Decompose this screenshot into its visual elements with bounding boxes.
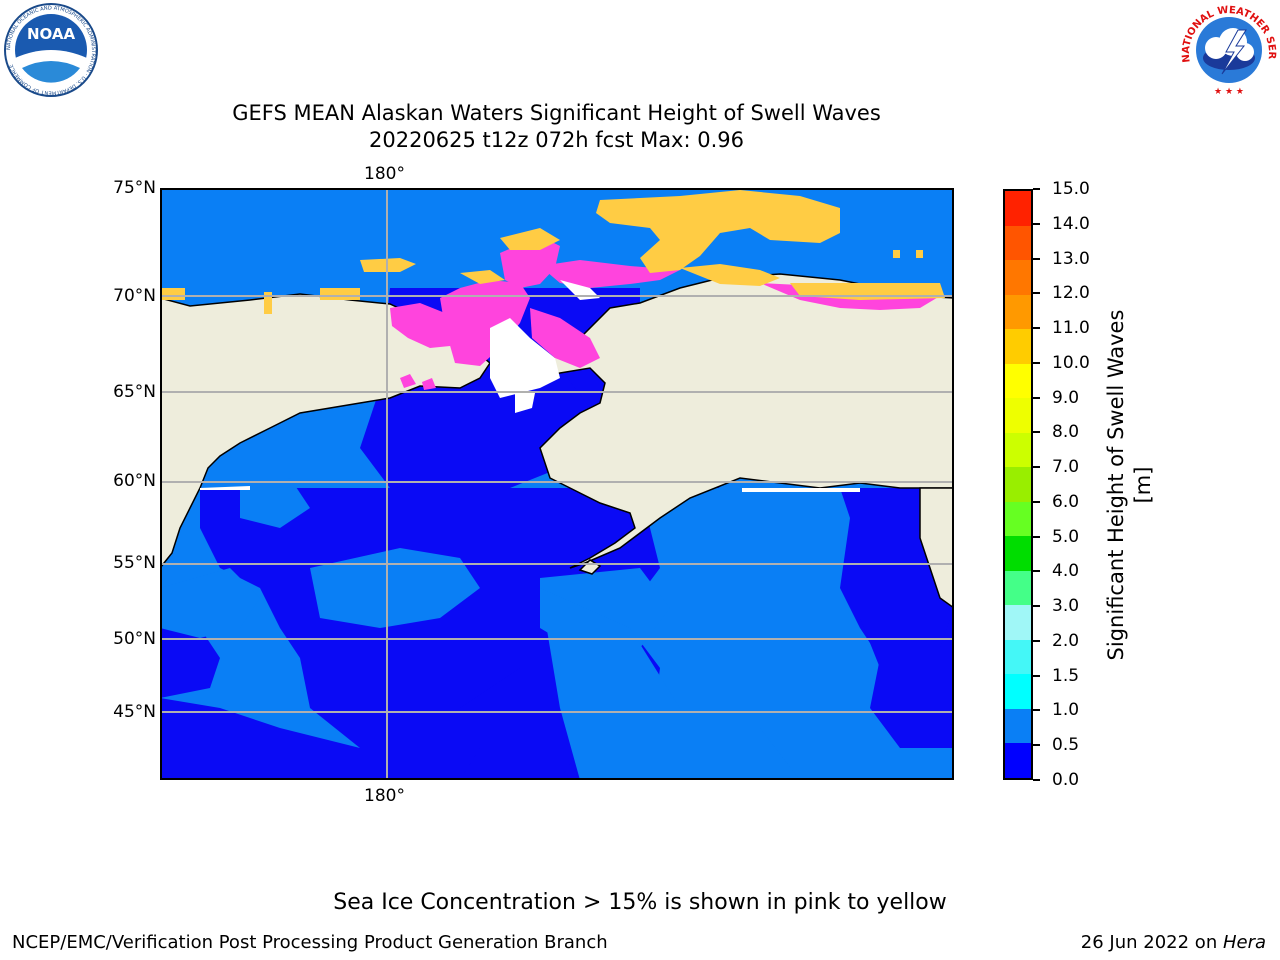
colorbar-segment bbox=[1005, 466, 1031, 502]
colorbar-tick-mark bbox=[1033, 674, 1040, 677]
footer-machine: Hera bbox=[1222, 932, 1266, 953]
colorbar-tick-mark bbox=[1033, 396, 1040, 399]
colorbar-segment bbox=[1005, 397, 1031, 433]
colorbar-segment bbox=[1005, 328, 1031, 364]
land bbox=[160, 273, 954, 609]
lat-label-65: 65°N bbox=[113, 382, 156, 402]
colorbar-tick-label: 11.0 bbox=[1052, 318, 1090, 339]
colorbar-tick-label: 3.0 bbox=[1052, 596, 1080, 617]
colorbar-tick-mark bbox=[1033, 292, 1040, 295]
colorbar-tick-mark bbox=[1033, 500, 1040, 503]
colorbar-segment bbox=[1005, 570, 1031, 606]
colorbar-tick-mark bbox=[1033, 709, 1040, 712]
chart-title: GEFS MEAN Alaskan Waters Significant Hei… bbox=[232, 101, 881, 125]
colorbar-segment bbox=[1005, 363, 1031, 399]
colorbar-tick-label: 8.0 bbox=[1052, 422, 1080, 443]
lat-label-70: 70°N bbox=[113, 286, 156, 306]
colorbar bbox=[1003, 189, 1033, 780]
colorbar-tick-mark bbox=[1033, 222, 1040, 225]
colorbar-tick-label: 2.0 bbox=[1052, 630, 1080, 651]
lon-label-bottom: 180° bbox=[364, 786, 405, 806]
colorbar-tick-mark bbox=[1033, 361, 1040, 364]
map-panel bbox=[160, 188, 954, 780]
colorbar-tick-label: 9.0 bbox=[1052, 387, 1080, 408]
lon-label-top: 180° bbox=[364, 164, 405, 184]
colorbar-tick-label: 15.0 bbox=[1052, 179, 1090, 199]
colorbar-tick-label: 14.0 bbox=[1052, 213, 1090, 234]
colorbar-tick-mark bbox=[1033, 535, 1040, 538]
colorbar-tick-label: 1.5 bbox=[1052, 665, 1080, 686]
colorbar-tick-mark bbox=[1033, 639, 1040, 642]
svg-text:★ ★ ★: ★ ★ ★ bbox=[1214, 87, 1244, 97]
noaa-logo: NOAA NATIONAL OCEANIC AND ATMOSPHERIC AD… bbox=[4, 3, 98, 97]
graticule bbox=[160, 188, 954, 780]
colorbar-segment bbox=[1005, 225, 1031, 261]
colorbar-tick-mark bbox=[1033, 466, 1040, 469]
colorbar-tick-mark bbox=[1033, 327, 1040, 330]
nws-logo: NATIONAL WEATHER SERVICE ★ ★ ★ bbox=[1178, 0, 1277, 97]
colorbar-segment bbox=[1005, 742, 1031, 778]
footer-right: 26 Jun 2022 on Hera bbox=[1081, 932, 1266, 953]
colorbar-tick-mark bbox=[1033, 431, 1040, 434]
colorbar-tick-label: 4.0 bbox=[1052, 561, 1080, 582]
colorbar-segment bbox=[1005, 604, 1031, 640]
sea-ice bbox=[160, 190, 945, 390]
colorbar-tick-mark bbox=[1033, 744, 1040, 747]
svg-text:NOAA: NOAA bbox=[27, 25, 76, 43]
colorbar-tick-label: 0.5 bbox=[1052, 735, 1080, 756]
colorbar-tick-mark bbox=[1033, 257, 1040, 260]
sea-ice-note: Sea Ice Concentration > 15% is shown in … bbox=[333, 890, 947, 915]
colorbar-tick-mark bbox=[1033, 188, 1040, 190]
colorbar-segment bbox=[1005, 501, 1031, 537]
lat-label-55: 55°N bbox=[113, 553, 156, 573]
lat-label-45: 45°N bbox=[113, 702, 156, 722]
lat-label-60: 60°N bbox=[113, 471, 156, 491]
colorbar-tick-label: 7.0 bbox=[1052, 457, 1080, 478]
colorbar-tick-label: 13.0 bbox=[1052, 248, 1090, 269]
colorbar-tick-label: 1.0 bbox=[1052, 700, 1080, 721]
colorbar-segment bbox=[1005, 259, 1031, 295]
colorbar-tick-label: 10.0 bbox=[1052, 352, 1090, 373]
chart-subtitle: 20220625 t12z 072h fcst Max: 0.96 bbox=[369, 128, 744, 152]
colorbar-tick-mark bbox=[1033, 605, 1040, 608]
footer-left: NCEP/EMC/Verification Post Processing Pr… bbox=[12, 932, 608, 953]
footer-date: 26 Jun 2022 on bbox=[1080, 932, 1223, 953]
lat-label-75: 75°N bbox=[113, 178, 156, 198]
colorbar-tick-label: 0.0 bbox=[1052, 770, 1080, 790]
colorbar-tick-mark bbox=[1033, 570, 1040, 573]
colorbar-tick-label: 12.0 bbox=[1052, 283, 1090, 304]
colorbar-tick-label: 5.0 bbox=[1052, 526, 1080, 547]
colorbar-tick-label: 6.0 bbox=[1052, 491, 1080, 512]
colorbar-segment bbox=[1005, 639, 1031, 675]
lat-label-50: 50°N bbox=[113, 629, 156, 649]
colorbar-segment bbox=[1005, 708, 1031, 744]
colorbar-segment bbox=[1005, 190, 1031, 226]
colorbar-tick-mark bbox=[1033, 779, 1040, 781]
colorbar-title: Significant Height of Swell Waves [m] bbox=[1104, 309, 1155, 661]
colorbar-segment bbox=[1005, 673, 1031, 709]
colorbar-segment bbox=[1005, 535, 1031, 571]
colorbar-segment bbox=[1005, 294, 1031, 330]
colorbar-segment bbox=[1005, 432, 1031, 468]
